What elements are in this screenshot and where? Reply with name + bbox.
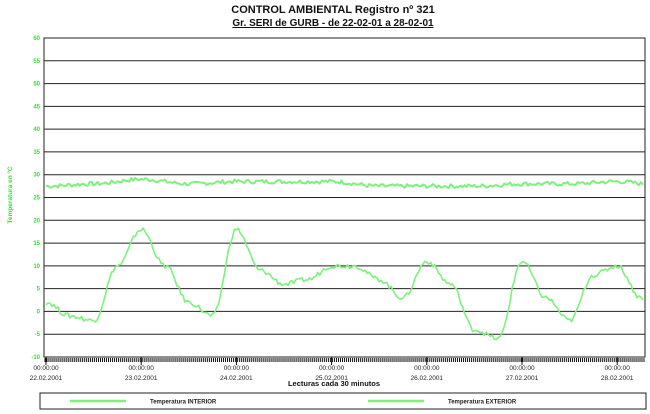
x-tick-date: 27.02.2001 bbox=[506, 375, 539, 382]
x-tick-time: 00:00:00 bbox=[605, 365, 631, 372]
x-tick-marks bbox=[44, 358, 645, 362]
series-line bbox=[45, 176, 644, 190]
x-tick-date: 24.02.2001 bbox=[220, 375, 253, 382]
chart-subtitle: Gr. SERI de GURB - de 22-02-01 a 28-02-0… bbox=[232, 18, 434, 29]
x-tick-date: 23.02.2001 bbox=[125, 375, 158, 382]
x-tick-time: 00:00:00 bbox=[414, 365, 440, 372]
x-axis: 00:00:00 22.02.2001 00:00:00 23.02.2001 00:0… bbox=[30, 357, 645, 382]
y-tick-label: 10 bbox=[33, 264, 40, 270]
y-tick-label: -10 bbox=[31, 355, 40, 361]
x-tick-time: 00:00:00 bbox=[33, 365, 59, 372]
y-axis-label: Temperatura en ºC bbox=[7, 166, 14, 223]
x-tick-time: 00:00:00 bbox=[224, 365, 250, 372]
x-tick-date: 25.02.2001 bbox=[315, 375, 348, 382]
y-tick-label: 50 bbox=[33, 82, 40, 88]
x-tick-date: 26.02.2001 bbox=[411, 375, 444, 382]
x-axis-label: Lecturas cada 30 minutos bbox=[288, 379, 380, 388]
x-tick-time: 00:00:00 bbox=[129, 365, 155, 372]
series-line bbox=[45, 227, 644, 341]
y-tick-label: 55 bbox=[33, 59, 40, 65]
y-axis-ticks: -10 -5 0 5 10 15 20 25 30 35 40 45 50 55 60 bbox=[31, 36, 40, 361]
y-tick-label: 15 bbox=[33, 241, 40, 247]
x-tick-time: 00:00:00 bbox=[509, 365, 535, 372]
y-tick-label: 0 bbox=[37, 309, 41, 315]
y-tick-label: 40 bbox=[33, 127, 40, 133]
series-lines bbox=[45, 176, 644, 341]
y-tick-label: 30 bbox=[33, 173, 40, 179]
y-tick-label: 60 bbox=[33, 36, 40, 42]
legend: Temperatura INTERIOR Temperatura EXTERIOR bbox=[39, 392, 647, 410]
y-tick-label: 20 bbox=[33, 218, 40, 224]
y-tick-label: 35 bbox=[33, 150, 40, 156]
y-tick-label: 25 bbox=[33, 196, 40, 202]
y-tick-label: 5 bbox=[37, 287, 41, 293]
chart-title: CONTROL AMBIENTAL Registro nº 321 bbox=[231, 4, 434, 16]
legend-label: Temperatura INTERIOR bbox=[150, 400, 217, 406]
y-tick-label: -5 bbox=[35, 332, 41, 338]
gridlines bbox=[44, 37, 645, 358]
x-tick-date: 22.02.2001 bbox=[30, 375, 63, 382]
legend-label: Temperatura EXTERIOR bbox=[448, 400, 517, 406]
x-tick-time: 00:00:00 bbox=[319, 365, 345, 372]
x-tick-date: 28.02.2001 bbox=[601, 375, 634, 382]
y-tick-label: 45 bbox=[33, 104, 40, 110]
